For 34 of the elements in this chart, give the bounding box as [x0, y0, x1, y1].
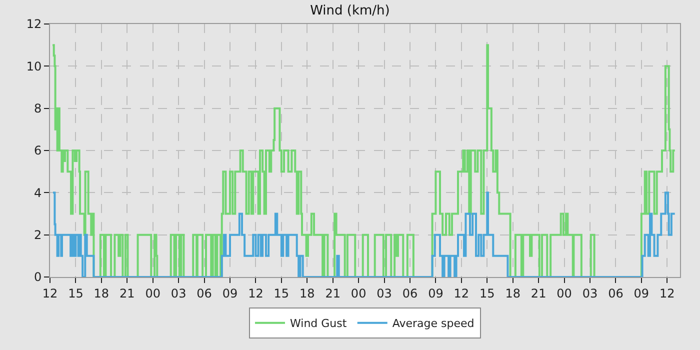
x-tick-label: 12 [248, 286, 264, 300]
x-tick-label: 12 [660, 286, 675, 300]
x-tick-label: 15 [68, 286, 84, 300]
x-tick-label: 18 [94, 286, 110, 300]
x-tick-label: 06 [402, 286, 418, 300]
x-tick-label: 21 [530, 286, 546, 300]
y-tick-label: 12 [26, 17, 42, 32]
y-tick-label: 8 [34, 102, 42, 116]
y-tick-label: 0 [34, 270, 42, 284]
x-tick-label: 18 [505, 286, 520, 300]
y-tick-label: 10 [26, 59, 42, 74]
x-tick-label: 06 [196, 286, 212, 300]
x-tick-label: 15 [480, 286, 495, 300]
x-tick-label: 06 [608, 286, 624, 300]
y-tick-label: 6 [34, 144, 42, 158]
x-tick-label: 15 [274, 286, 290, 300]
x-tick-label: 03 [582, 286, 598, 300]
x-tick-label: 09 [222, 286, 238, 300]
chart-title: Wind (km/h) [310, 3, 390, 18]
x-tick-label: 00 [145, 286, 160, 300]
legend-label: Average speed [392, 317, 474, 330]
x-tick-label: 03 [170, 286, 186, 300]
y-tick-label: 4 [34, 186, 42, 200]
legend-label: Wind Gust [290, 317, 348, 330]
x-tick-label: 21 [325, 286, 340, 300]
x-tick-label: 21 [120, 286, 135, 300]
x-tick-label: 00 [556, 286, 572, 300]
x-tick-label: 09 [428, 286, 444, 300]
x-tick-label: 18 [300, 286, 315, 300]
x-tick-label: 00 [350, 286, 366, 300]
x-tick-label: 03 [376, 286, 392, 300]
y-tick-label: 2 [34, 228, 42, 242]
x-tick-label: 12 [454, 286, 470, 300]
x-tick-label: 09 [634, 286, 650, 300]
